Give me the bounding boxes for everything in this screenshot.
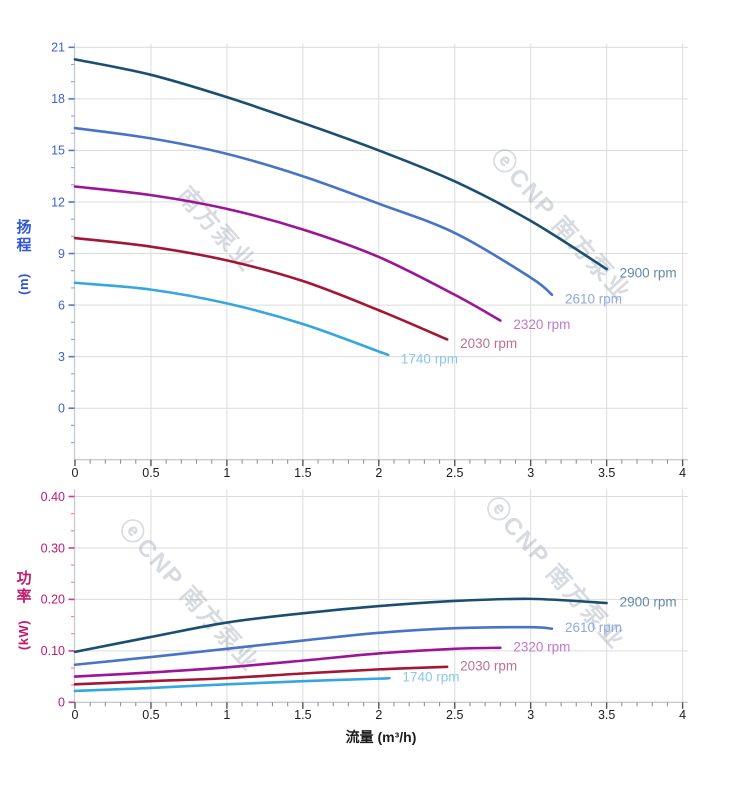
power-curve-2030-rpm xyxy=(73,665,449,686)
head-y-tick-label: 3 xyxy=(58,350,65,364)
power-axis-title-char-1: 功 xyxy=(16,570,32,587)
power-x-tick-label: 1.5 xyxy=(294,708,311,722)
power-x-tick-label: 1 xyxy=(223,708,230,722)
head-x-tick-label: 2 xyxy=(375,466,382,480)
head-axis-title-char-2: 程 xyxy=(16,237,32,254)
head-axis-title: 扬 程 (m) xyxy=(13,219,35,295)
head-rpm-label-2610-rpm: 2610 rpm xyxy=(565,291,622,306)
power-y-tick-label: 0.20 xyxy=(41,593,65,607)
head-curve-1740-rpm xyxy=(73,281,390,357)
head-y-tick-label: 21 xyxy=(51,41,65,55)
power-axis-title: 功 率 (kW) xyxy=(13,570,35,650)
head-rpm-label-2320-rpm: 2320 rpm xyxy=(513,317,570,332)
power-axis-unit: (kW) xyxy=(16,619,32,651)
head-x-tick-label: 2.5 xyxy=(446,466,463,480)
head-rpm-label-1740-rpm: 1740 rpm xyxy=(401,351,458,366)
power-y-tick-label: 0 xyxy=(58,696,65,710)
head-curve-2030-rpm xyxy=(73,236,449,341)
power-rpm-label-2610-rpm: 2610 rpm xyxy=(565,620,622,635)
head-y-tick-label: 15 xyxy=(51,144,65,158)
power-chart-axes: 0 0.10 0.20 0.30 0.40 0 0.5 1 1.5 2 2.5 3 3.5 4 xyxy=(41,489,688,722)
head-axis-title-char-1: 扬 xyxy=(16,219,32,236)
power-x-tick-label: 2.5 xyxy=(446,708,463,722)
head-x-tick-label: 3 xyxy=(527,466,534,480)
head-y-tick-label: 18 xyxy=(51,92,65,106)
head-y-tick-label: 9 xyxy=(58,247,65,261)
head-x-tick-label: 0 xyxy=(72,466,79,480)
power-curve-2610-rpm xyxy=(73,625,554,667)
power-y-tick-label: 0.40 xyxy=(41,490,65,504)
power-curve-2320-rpm xyxy=(73,646,502,678)
watermark-text: 南方泵业 xyxy=(172,181,262,277)
power-x-tick-label: 2 xyxy=(375,708,382,722)
power-x-tick-label: 3.5 xyxy=(598,708,615,722)
head-x-tick-label: 0.5 xyxy=(142,466,159,480)
watermark-text: ⓔCNP 南方泵业 xyxy=(486,143,637,307)
power-curve-1740-rpm xyxy=(73,676,391,693)
power-rpm-label-2320-rpm: 2320 rpm xyxy=(513,639,570,654)
head-rpm-label-2900-rpm: 2900 rpm xyxy=(620,266,677,281)
head-x-tick-label: 1.5 xyxy=(294,466,311,480)
power-x-tick-label: 4 xyxy=(679,708,686,722)
power-rpm-label-2030-rpm: 2030 rpm xyxy=(460,658,517,673)
power-y-tick-label: 0.30 xyxy=(41,541,65,555)
head-rpm-label-2030-rpm: 2030 rpm xyxy=(460,336,517,351)
head-y-tick-label: 12 xyxy=(51,195,65,209)
power-x-tick-label: 0.5 xyxy=(142,708,159,722)
head-curve-2320-rpm xyxy=(73,185,502,322)
head-curve-2900-rpm xyxy=(73,58,608,271)
head-curve-2610-rpm xyxy=(73,126,554,297)
power-x-tick-label: 3 xyxy=(527,708,534,722)
watermark: 南方泵业 xyxy=(172,181,262,277)
head-axis-unit: (m) xyxy=(16,273,31,295)
watermark: ⓔCNP 南方泵业 xyxy=(486,143,637,307)
head-x-tick-label: 1 xyxy=(223,466,230,480)
power-curve-2900-rpm xyxy=(73,597,608,654)
power-axis-title-char-2: 率 xyxy=(16,588,32,605)
power-rpm-label-2900-rpm: 2900 rpm xyxy=(620,595,677,610)
head-y-tick-label: 0 xyxy=(58,402,65,416)
power-y-tick-label: 0.10 xyxy=(41,644,65,658)
head-x-tick-label: 3.5 xyxy=(598,466,615,480)
power-rpm-label-1740-rpm: 1740 rpm xyxy=(402,670,459,685)
flow-axis-title: 流量 (m³/h) xyxy=(345,729,417,745)
power-x-tick-label: 0 xyxy=(72,708,79,722)
head-y-tick-label: 6 xyxy=(58,298,65,312)
head-x-tick-label: 4 xyxy=(679,466,686,480)
